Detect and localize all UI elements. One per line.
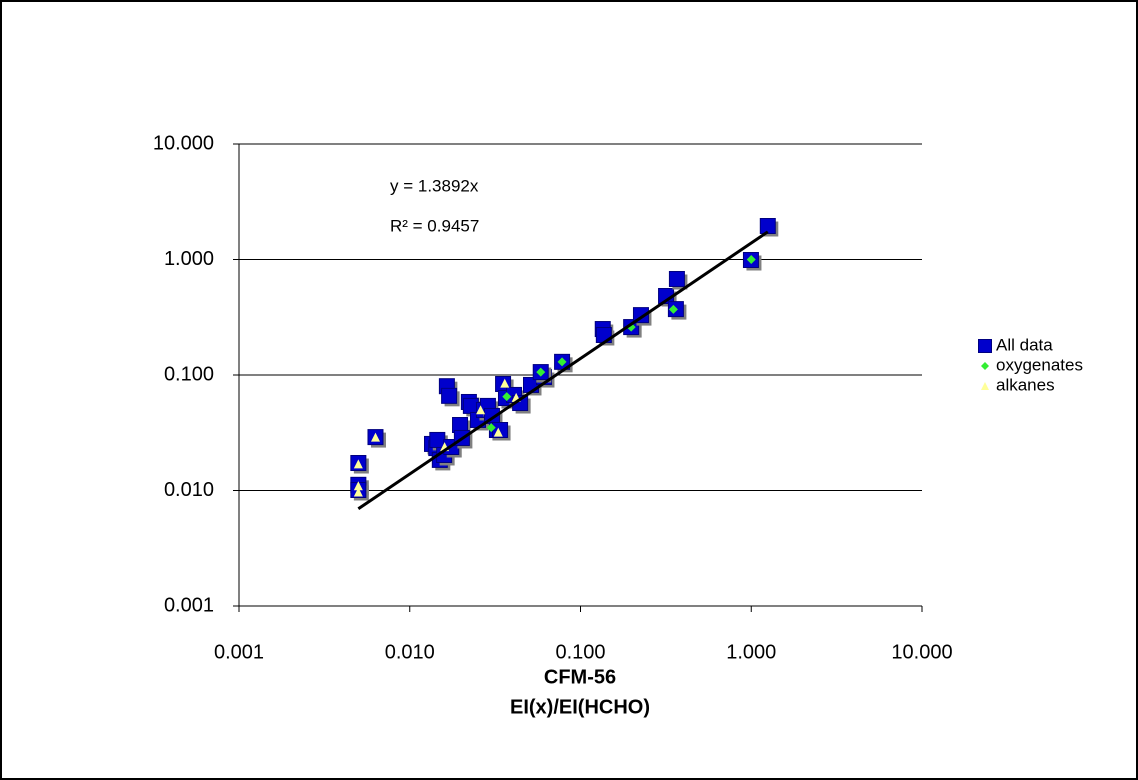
legend-swatch [981,362,989,370]
point [429,431,446,448]
x-axis-label: CFM-56 [544,666,616,688]
point [536,367,546,377]
legend-swatch [978,339,992,353]
point [486,423,496,433]
x-tick-label: 10.000 [891,641,952,663]
point [557,357,567,367]
x-tick-label: 0.010 [385,641,435,663]
trendline [357,230,769,511]
point [353,487,363,497]
y-tick-label: 1.000 [164,248,214,270]
point [502,392,512,402]
point [668,304,678,314]
legend-label: All data [996,335,1053,354]
annotation: R² = 0.9457 [390,216,479,235]
y-tick-label: 10.000 [153,132,214,154]
y-tick-label: 0.001 [164,594,214,616]
point [500,378,510,388]
y-tick-label: 0.010 [164,479,214,501]
point [493,427,503,437]
point [668,270,685,287]
y-tick-label: 0.100 [164,363,214,385]
legend-label: alkanes [996,375,1055,394]
x-tick-label: 1.000 [726,641,776,663]
x-tick-label: 0.100 [555,641,605,663]
x-tick-label: 0.001 [214,641,264,663]
point [353,481,363,491]
legend-swatch [981,382,989,390]
point [353,459,363,469]
point [746,255,756,264]
point [476,405,486,415]
annotation: y = 1.3892x [390,176,479,195]
x-axis-label: EI(x)/EI(HCHO) [510,696,650,718]
legend-label: oxygenates [996,355,1083,374]
point [759,218,776,235]
point [441,387,458,404]
point [370,432,380,442]
